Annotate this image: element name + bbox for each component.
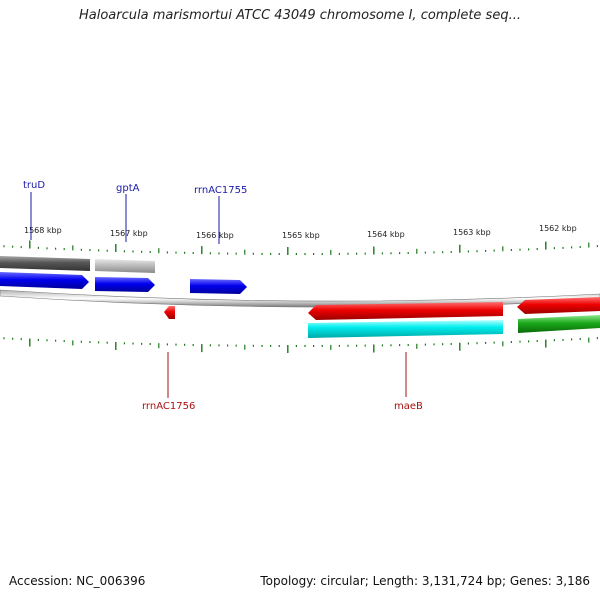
- feature-track-inner: [308, 315, 600, 338]
- scale-label-1562-kbp: 1562 kbp: [539, 224, 577, 233]
- feature-cyan[interactable]: [308, 320, 503, 338]
- scale-label-1566-kbp: 1566 kbp: [196, 231, 234, 240]
- scale-ticks-forward: [3, 240, 599, 255]
- map-title: Haloarcula marismortui ATCC 43049 chromo…: [79, 8, 521, 23]
- scale-labels: 1568 kbp 1567 kbp 1566 kbp 1565 kbp 1564…: [24, 224, 577, 240]
- gene-label-rrnAC1755[interactable]: rrnAC1755: [194, 185, 247, 196]
- gene-label-maeB[interactable]: maeB: [394, 401, 423, 412]
- gene-arrow-maeB[interactable]: [308, 302, 503, 320]
- gene-label-rrnAC1756[interactable]: rrnAC1756: [142, 401, 195, 412]
- accession-text: Accession: NC_006396: [9, 574, 146, 588]
- scale-label-1565-kbp: 1565 kbp: [282, 231, 320, 240]
- gene-label-truD[interactable]: truD: [23, 180, 45, 191]
- genome-stats-text: Topology: circular; Length: 3,131,724 bp…: [260, 574, 590, 588]
- scale-label-1568-kbp: 1568 kbp: [24, 226, 62, 235]
- gene-labels: truD gptA rrnAC1755 rrnAC1756 maeB: [23, 180, 423, 412]
- gene-label-gptA[interactable]: gptA: [116, 183, 140, 194]
- gene-arrow-rrnAC1755[interactable]: [190, 279, 247, 294]
- gene-arrow-partial-right[interactable]: [517, 297, 600, 314]
- feature-green[interactable]: [518, 315, 600, 333]
- scale-label-1564-kbp: 1564 kbp: [367, 230, 405, 239]
- reverse-genes: [164, 297, 600, 320]
- scale-label-1567-kbp: 1567 kbp: [110, 229, 148, 238]
- feature-dark-gray[interactable]: [0, 256, 90, 271]
- scale-label-1563-kbp: 1563 kbp: [453, 228, 491, 237]
- scale-ticks-reverse: [3, 337, 599, 353]
- gene-arrow-truD[interactable]: [0, 272, 89, 289]
- gene-arrow-gptA[interactable]: [95, 277, 155, 292]
- label-leaders: [30, 192, 407, 398]
- forward-genes: [0, 272, 247, 294]
- feature-light-gray[interactable]: [95, 259, 155, 273]
- feature-track-outer: [0, 256, 155, 273]
- gene-arrow-rrnAC1756[interactable]: [164, 306, 175, 319]
- chromosome-backbone: [0, 289, 600, 308]
